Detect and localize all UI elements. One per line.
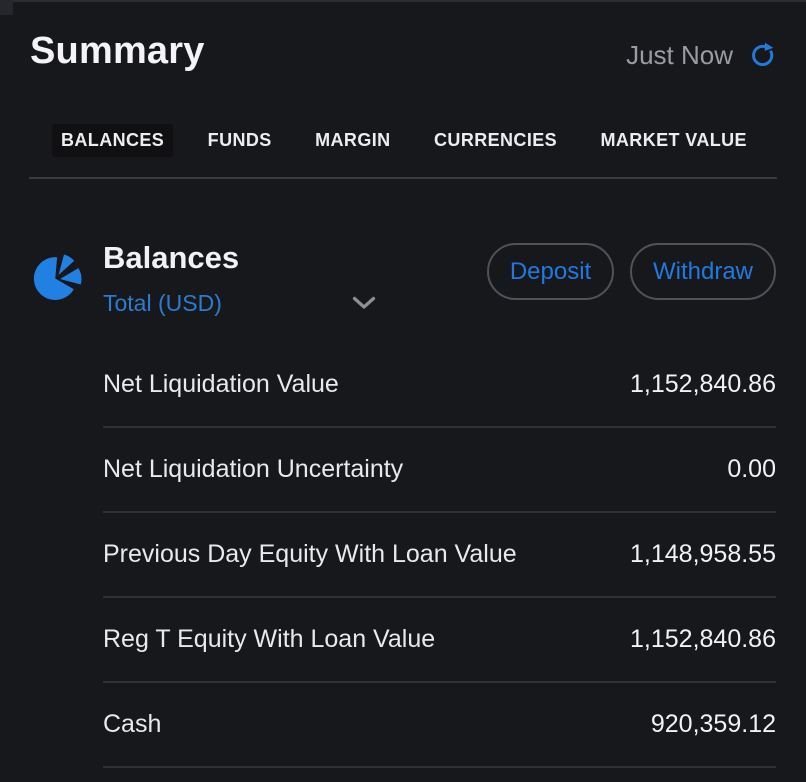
balances-table: Net Liquidation Value 1,152,840.86 Net L… [103,343,776,768]
table-row: Cash 920,359.12 [103,683,776,768]
tab-funds[interactable]: FUNDS [207,130,272,150]
chevron-down-icon [352,296,376,311]
last-updated: Just Now [626,40,776,71]
tab-margin[interactable]: MARGIN [315,130,391,150]
row-value: 920,359.12 [650,710,776,738]
row-value: 1,152,840.86 [630,370,776,398]
table-row: Previous Day Equity With Loan Value 1,14… [103,513,776,598]
deposit-button[interactable]: Deposit [487,243,614,300]
account-selector-label: Total (USD) [103,290,222,316]
row-value: 1,148,958.55 [630,540,776,568]
row-label: Cash [103,710,162,738]
summary-tab-bar: BALANCES FUNDS MARGIN CURRENCIES MARKET … [52,124,756,157]
row-label: Previous Day Equity With Loan Value [103,540,517,568]
row-value: 0.00 [727,455,776,483]
table-row: Net Liquidation Uncertainty 0.00 [103,428,776,513]
top-corner-artifact [0,0,13,15]
tab-market-value[interactable]: MARKET VALUE [600,130,747,150]
last-updated-text: Just Now [626,40,733,70]
row-label: Reg T Equity With Loan Value [103,625,436,653]
section-title: Balances [103,240,240,275]
pie-chart-icon [30,250,83,303]
table-row: Reg T Equity With Loan Value 1,152,840.8… [103,598,776,683]
tab-currencies[interactable]: CURRENCIES [434,130,558,150]
withdraw-button[interactable]: Withdraw [630,243,776,300]
account-selector-dropdown[interactable]: Total (USD) [103,290,376,317]
balances-section-header: Balances Total (USD) Deposit Withdraw [0,240,806,330]
tab-balances[interactable]: BALANCES [52,124,174,157]
table-row: Net Liquidation Value 1,152,840.86 [103,343,776,428]
tab-bar-divider [29,177,777,179]
row-label: Net Liquidation Uncertainty [103,455,404,483]
refresh-icon[interactable] [749,42,776,69]
row-label: Net Liquidation Value [103,370,339,398]
page-title: Summary [30,30,205,72]
top-hairline [0,0,806,2]
row-value: 1,152,840.86 [630,625,776,653]
